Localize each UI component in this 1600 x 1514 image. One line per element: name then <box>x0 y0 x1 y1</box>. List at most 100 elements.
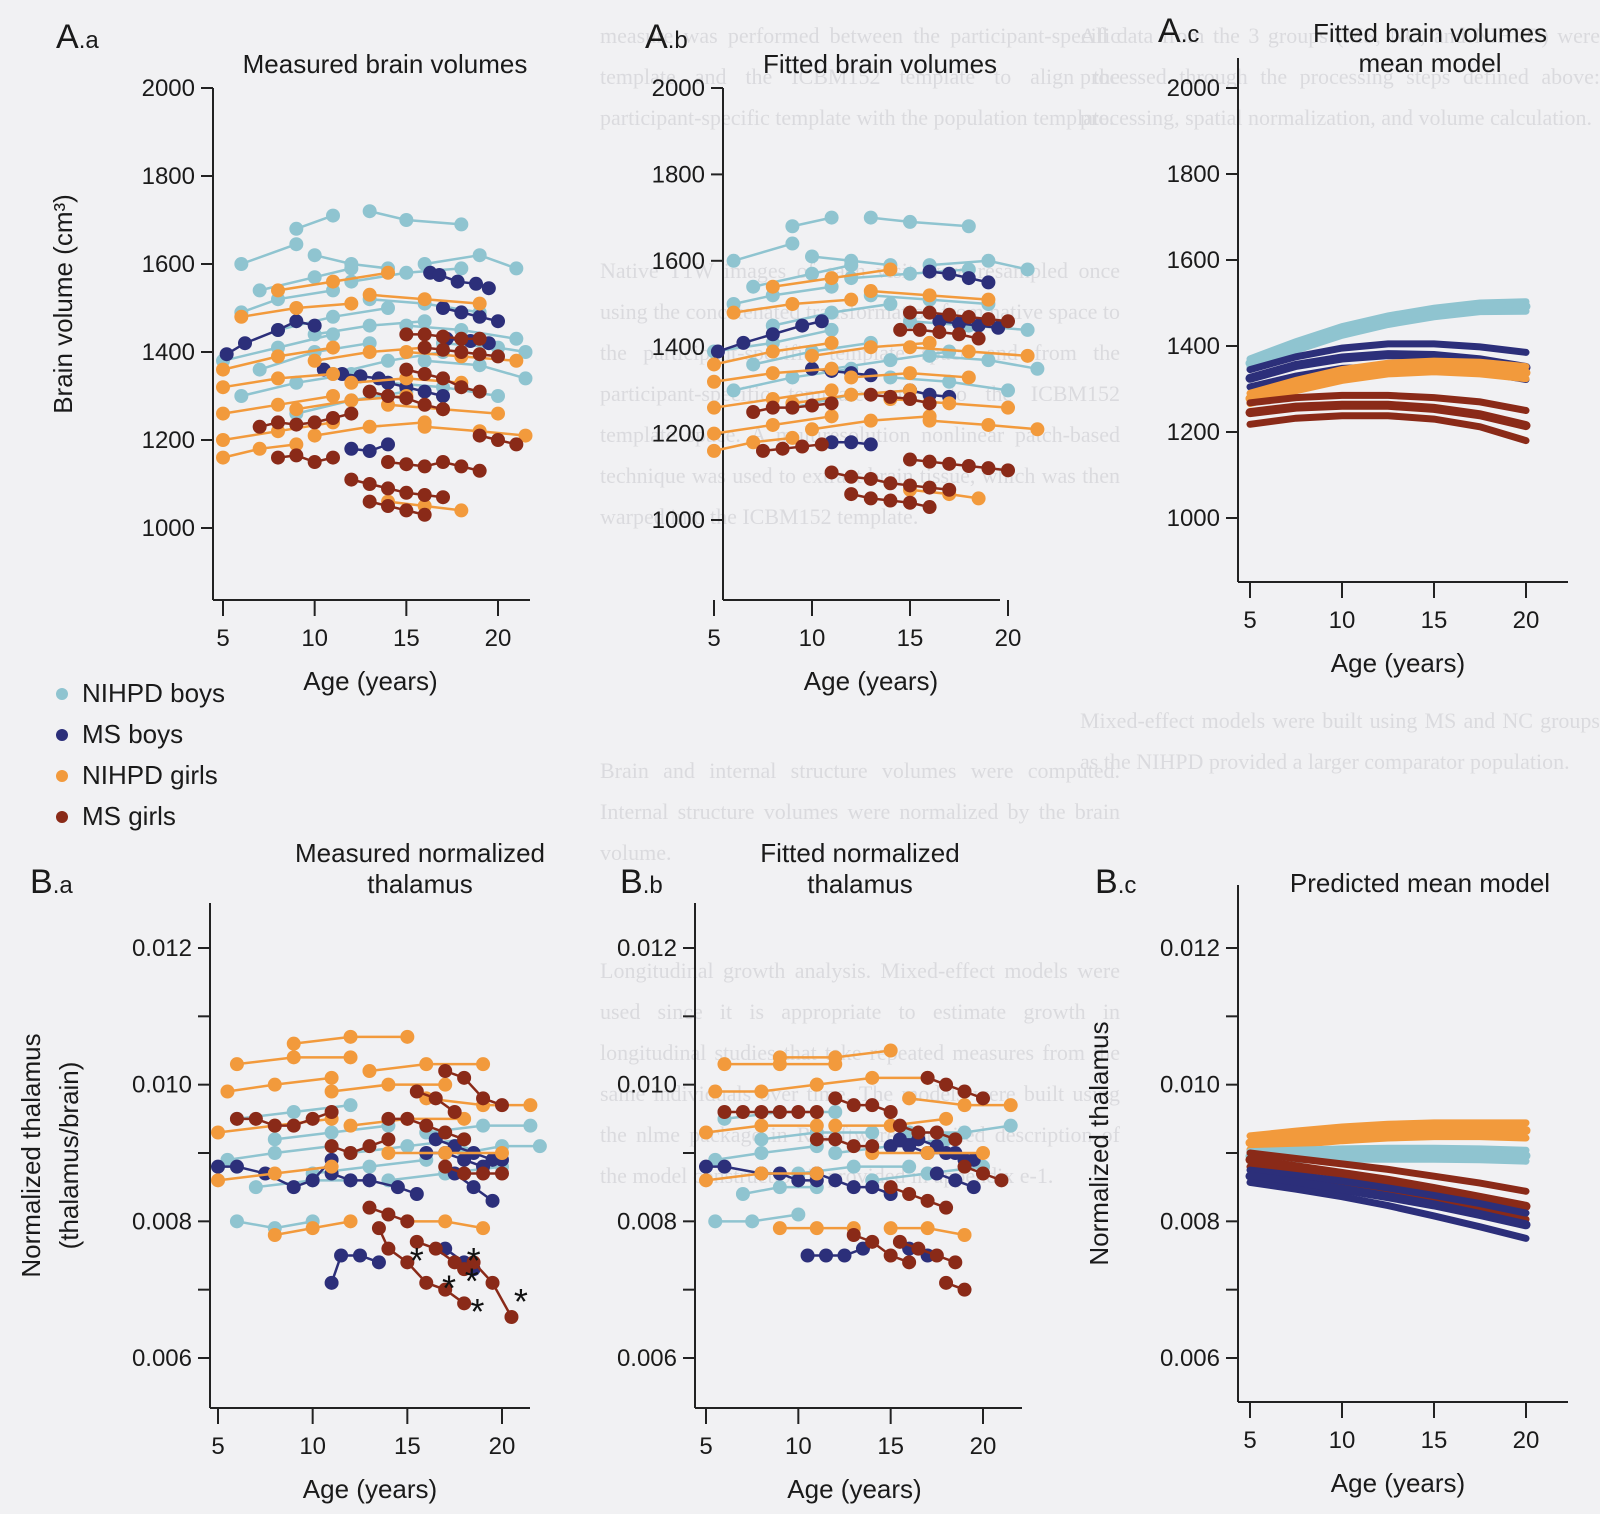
panel-sub: .c <box>1181 21 1200 48</box>
data-point <box>883 353 898 368</box>
curve-nihpd-girls-upper <box>1246 1119 1530 1140</box>
trajectory-line <box>870 216 969 228</box>
data-point <box>911 1241 926 1256</box>
data-point <box>846 1139 861 1154</box>
legend-label: MS girls <box>82 801 176 831</box>
data-point <box>846 1228 861 1242</box>
data-point <box>844 387 859 402</box>
data-point <box>271 415 285 430</box>
data-point <box>1030 361 1045 376</box>
data-point <box>381 437 395 452</box>
data-point <box>707 443 721 458</box>
data-point <box>903 366 917 381</box>
data-point <box>472 331 487 346</box>
data-point <box>846 1098 861 1113</box>
x-tick-label: 15 <box>393 625 420 652</box>
data-point <box>324 1139 339 1154</box>
data-point <box>289 301 304 315</box>
curve-nihpd-boys-lower <box>1246 307 1530 371</box>
panel-label: A.b <box>645 18 688 56</box>
data-point <box>509 331 524 346</box>
chart-title: mean model <box>1358 48 1501 78</box>
x-axis-title: Age (years) <box>303 666 437 696</box>
chart-title: Fitted normalized <box>760 838 959 868</box>
data-point <box>939 1111 954 1126</box>
curve-nihpd-girls-lower <box>1246 368 1530 408</box>
panel-sub: .a <box>53 872 74 899</box>
data-point <box>865 1139 880 1154</box>
x-tick-label: 5 <box>707 625 720 652</box>
data-point <box>865 1070 880 1085</box>
data-point <box>922 500 937 515</box>
data-point <box>481 281 496 296</box>
data-point <box>800 1248 815 1263</box>
x-axis-title: Age (years) <box>1331 648 1465 678</box>
data-point <box>726 305 741 320</box>
data-point <box>961 370 976 385</box>
data-point <box>785 297 800 311</box>
data-point <box>286 1180 301 1195</box>
x-tick-label: 10 <box>301 625 328 652</box>
data-point <box>981 275 996 290</box>
data-point <box>828 1057 843 1072</box>
data-point <box>883 389 898 404</box>
data-point <box>883 1105 898 1119</box>
y-tick-label: 1800 <box>652 161 705 188</box>
data-point <box>1003 1118 1018 1133</box>
data-point <box>343 1098 358 1113</box>
data-point <box>844 469 859 484</box>
data-point <box>903 495 917 510</box>
data-point <box>809 1105 824 1119</box>
trajectory-line <box>444 1069 503 1107</box>
data-point <box>726 253 741 268</box>
data-point <box>892 1118 907 1133</box>
data-point <box>476 1221 491 1236</box>
data-point <box>523 1118 538 1133</box>
data-point <box>824 335 839 350</box>
data-point <box>957 1098 972 1113</box>
data-point <box>746 405 761 419</box>
panel-a-a: A.a Measured brain volumes 1000 1200 1400 160… <box>48 18 533 696</box>
series-ms-girls <box>252 327 524 522</box>
data-point <box>419 1118 434 1133</box>
data-point <box>942 482 957 497</box>
data-point <box>495 1146 509 1160</box>
data-point <box>699 1159 713 1174</box>
data-point <box>509 437 524 452</box>
panel-letter: A <box>1158 12 1181 50</box>
chart-title: Measured brain volumes <box>243 49 528 79</box>
data-point <box>428 1091 443 1106</box>
data-point <box>324 1105 339 1119</box>
x-axis-title: Age (years) <box>1331 1468 1465 1498</box>
data-point <box>844 487 859 502</box>
x-tick-label: 20 <box>489 1433 516 1460</box>
data-point <box>883 1043 898 1058</box>
data-point <box>399 457 414 472</box>
data-point <box>765 417 780 432</box>
data-point <box>343 1050 358 1065</box>
outlier-asterisk-marker: * <box>514 1281 528 1322</box>
data-point <box>286 1105 301 1119</box>
data-point <box>491 406 505 421</box>
panel-letter: B <box>30 863 53 901</box>
data-point <box>971 331 986 346</box>
data-point <box>229 1159 244 1174</box>
data-point <box>307 353 322 368</box>
data-point <box>289 402 304 417</box>
data-point <box>371 1221 386 1236</box>
data-point <box>922 305 937 320</box>
data-point <box>707 400 721 415</box>
data-point <box>343 1146 358 1160</box>
data-point <box>409 1084 424 1099</box>
data-point <box>1003 1098 1018 1113</box>
data-point <box>438 1214 453 1229</box>
data-point <box>772 1221 787 1236</box>
data-point <box>419 1057 434 1072</box>
data-point <box>805 266 819 281</box>
chart-title: Measured normalized <box>295 838 545 868</box>
data-point <box>491 349 505 364</box>
y-tick-label: 1400 <box>142 339 195 366</box>
data-point <box>785 236 800 251</box>
data-point <box>286 1036 301 1051</box>
data-point <box>844 435 859 450</box>
